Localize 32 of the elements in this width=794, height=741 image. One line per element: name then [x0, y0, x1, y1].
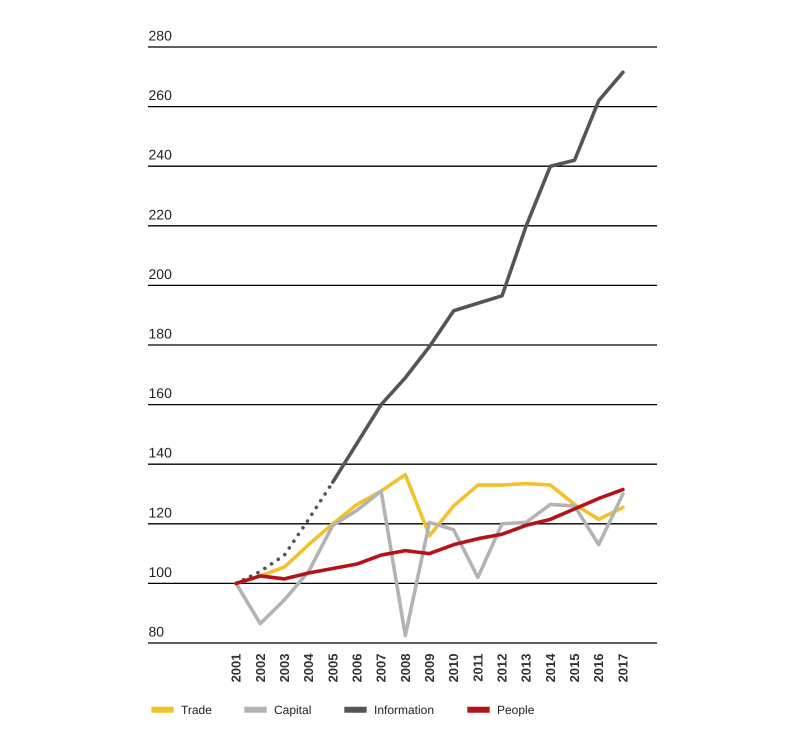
x-tick-label: 2007	[374, 654, 389, 682]
y-tick-label: 180	[148, 326, 172, 342]
y-tick-label: 80	[148, 624, 164, 640]
y-tick-label: 140	[148, 444, 172, 461]
legend-label: Information	[374, 702, 434, 717]
x-tick-label: 2010	[446, 654, 462, 682]
legend-label: Capital	[274, 702, 312, 717]
legend-label: People	[497, 702, 535, 717]
y-tick-label: 240	[148, 146, 172, 163]
x-tick-label: 2012	[494, 654, 510, 682]
x-tick-label: 2013	[518, 654, 534, 682]
x-tick-label: 2005	[325, 654, 340, 682]
x-tick-label: 2015	[567, 654, 582, 682]
x-tick-label: 2006	[349, 654, 364, 682]
x-tick-label: 2002	[252, 654, 268, 682]
x-tick-label: 2009	[422, 654, 437, 682]
y-tick-label: 280	[148, 28, 172, 44]
x-tick-label: 2003	[276, 654, 292, 682]
x-tick-label: 2016	[591, 654, 606, 682]
y-tick-label: 220	[148, 206, 172, 222]
x-tick-label: 2001	[228, 654, 244, 682]
y-tick-label: 100	[148, 564, 172, 580]
x-tick-label: 2014	[542, 652, 558, 682]
x-tick-label: 2004	[301, 652, 316, 682]
y-tick-label: 120	[148, 504, 172, 520]
y-tick-label: 200	[148, 266, 172, 282]
x-tick-label: 2011	[470, 654, 486, 682]
y-tick-label: 260	[148, 87, 172, 104]
legend-label: Trade	[181, 702, 212, 717]
x-tick-label: 2017	[615, 654, 630, 682]
x-tick-label: 2008	[398, 654, 413, 682]
y-tick-label: 160	[148, 385, 172, 402]
